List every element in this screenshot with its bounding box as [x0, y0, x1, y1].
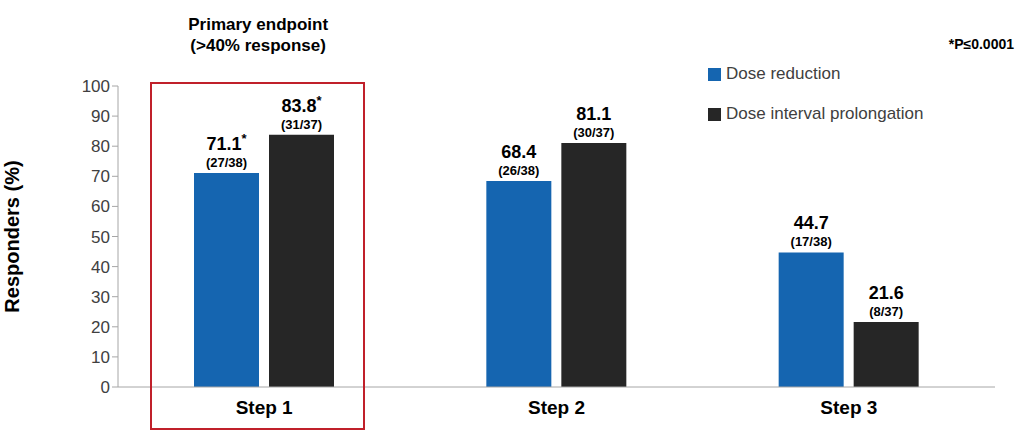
- svg-text:20: 20: [91, 318, 110, 337]
- svg-text:(27/38): (27/38): [206, 155, 247, 170]
- svg-text:0: 0: [101, 378, 110, 397]
- svg-text:10: 10: [91, 348, 110, 367]
- svg-text:44.7: 44.7: [794, 213, 829, 233]
- svg-text:(26/38): (26/38): [498, 163, 539, 178]
- svg-text:70: 70: [91, 167, 110, 186]
- svg-text:80: 80: [91, 137, 110, 156]
- svg-text:(17/38): (17/38): [791, 234, 832, 249]
- html-text:Dose reduction: Dose reduction: [726, 64, 841, 83]
- svg-text:40: 40: [91, 258, 110, 277]
- svg-text:50: 50: [91, 228, 110, 247]
- html-text:Primary endpoint: Primary endpoint: [188, 15, 329, 34]
- svg-text:30: 30: [91, 288, 110, 307]
- svg-text:81.1: 81.1: [576, 104, 611, 124]
- svg-text:Responders (%): Responders (%): [8, 160, 23, 312]
- svg-text:83.8*: 83.8*: [281, 93, 322, 116]
- svg-text:21.6: 21.6: [869, 283, 904, 303]
- svg-text:Step 2: Step 2: [528, 397, 585, 418]
- html-text:Dose interval prolongation: Dose interval prolongation: [726, 104, 924, 123]
- svg-text:60: 60: [91, 197, 110, 216]
- svg-text:(31/37): (31/37): [281, 117, 322, 132]
- svg-text:(8/37): (8/37): [869, 304, 903, 319]
- html-text:(>40% response): (>40% response): [190, 36, 326, 55]
- svg-text:90: 90: [91, 107, 110, 126]
- svg-text:68.4: 68.4: [501, 142, 536, 162]
- svg-text:100: 100: [82, 77, 110, 96]
- svg-text:(30/37): (30/37): [573, 125, 614, 140]
- html-text:*P≤0.0001: *P≤0.0001: [948, 36, 1014, 52]
- svg-text:Step 1: Step 1: [236, 397, 293, 418]
- svg-text:Step 3: Step 3: [820, 397, 877, 418]
- svg-text:71.1*: 71.1*: [206, 131, 247, 154]
